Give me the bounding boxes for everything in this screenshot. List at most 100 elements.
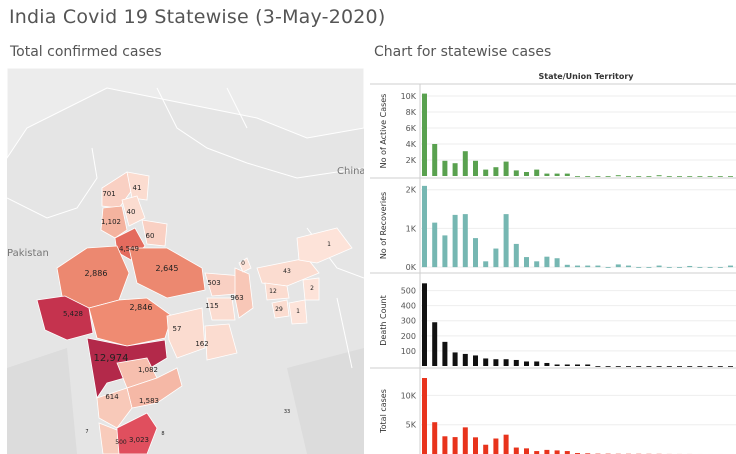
chart-canvas[interactable]: State/Union Territory 10K 8K 6K 4K 2K No of A… xyxy=(370,68,736,454)
bar-1-29[interactable] xyxy=(717,267,723,268)
state-jh[interactable] xyxy=(206,297,236,321)
state-hp[interactable] xyxy=(126,171,150,201)
bar-0-13[interactable] xyxy=(554,173,560,176)
bar-1-3[interactable] xyxy=(452,214,458,268)
bar-2-19[interactable] xyxy=(615,366,621,367)
bar-3-9[interactable] xyxy=(513,447,519,454)
bar-2-28[interactable] xyxy=(707,366,713,367)
bar-2-6[interactable] xyxy=(483,358,489,366)
bar-2-11[interactable] xyxy=(534,361,540,366)
bar-2-10[interactable] xyxy=(524,361,529,366)
bar-2-27[interactable] xyxy=(697,366,703,367)
bar-0-30[interactable] xyxy=(728,176,733,177)
bar-0-16[interactable] xyxy=(585,176,591,177)
bar-1-8[interactable] xyxy=(503,214,509,268)
state-wb[interactable] xyxy=(234,267,254,319)
state-mz[interactable] xyxy=(288,299,308,325)
bar-0-11[interactable] xyxy=(534,169,540,176)
bar-0-19[interactable] xyxy=(615,175,621,177)
bar-1-14[interactable] xyxy=(564,264,570,268)
bar-0-27[interactable] xyxy=(697,176,703,177)
bar-3-3[interactable] xyxy=(452,437,458,454)
bar-0-10[interactable] xyxy=(524,172,529,176)
bar-1-17[interactable] xyxy=(595,265,601,268)
bar-2-29[interactable] xyxy=(717,366,723,367)
bar-3-10[interactable] xyxy=(524,448,529,454)
bar-3-6[interactable] xyxy=(483,444,489,454)
bar-2-15[interactable] xyxy=(575,364,580,366)
bar-2-22[interactable] xyxy=(646,366,652,367)
bar-0-5[interactable] xyxy=(473,160,478,176)
state-gj[interactable] xyxy=(36,295,94,341)
bar-3-12[interactable] xyxy=(544,449,550,454)
state-ar[interactable] xyxy=(296,227,353,264)
bar-1-4[interactable] xyxy=(462,214,468,268)
bar-1-21[interactable] xyxy=(636,267,642,268)
bar-0-17[interactable] xyxy=(595,176,601,177)
bar-0-25[interactable] xyxy=(677,176,682,177)
bar-0-0[interactable] xyxy=(422,93,427,176)
bar-2-2[interactable] xyxy=(442,341,448,366)
bar-1-22[interactable] xyxy=(646,267,652,268)
bar-1-20[interactable] xyxy=(626,265,631,268)
state-cg[interactable] xyxy=(166,307,206,359)
bar-1-25[interactable] xyxy=(677,267,682,268)
bar-2-30[interactable] xyxy=(728,366,733,367)
map-canvas[interactable]: Pakistan China xyxy=(7,68,364,454)
bar-2-17[interactable] xyxy=(595,366,601,367)
bar-3-11[interactable] xyxy=(534,451,540,454)
bar-2-12[interactable] xyxy=(544,362,550,366)
bar-2-20[interactable] xyxy=(626,366,631,367)
bar-1-26[interactable] xyxy=(687,265,693,268)
bar-0-20[interactable] xyxy=(626,176,631,177)
bar-0-24[interactable] xyxy=(666,176,672,177)
bar-2-9[interactable] xyxy=(513,359,519,366)
bar-1-19[interactable] xyxy=(615,264,621,268)
bar-0-26[interactable] xyxy=(687,176,693,177)
bar-2-14[interactable] xyxy=(564,364,570,366)
state-ml[interactable] xyxy=(264,282,290,301)
bar-1-28[interactable] xyxy=(707,267,713,268)
state-kl[interactable] xyxy=(98,422,120,454)
bar-1-0[interactable] xyxy=(422,185,427,268)
bar-3-4[interactable] xyxy=(462,427,468,454)
bar-2-3[interactable] xyxy=(452,352,458,366)
state-tr[interactable] xyxy=(271,299,290,319)
bar-3-8[interactable] xyxy=(503,434,509,454)
state-mn[interactable] xyxy=(302,277,320,301)
state-pb[interactable] xyxy=(100,205,128,239)
bar-1-2[interactable] xyxy=(442,235,448,268)
bar-1-5[interactable] xyxy=(473,238,478,268)
bar-1-7[interactable] xyxy=(493,248,499,268)
bar-1-16[interactable] xyxy=(585,265,591,268)
state-up[interactable] xyxy=(128,247,206,299)
india-map[interactable]: Pakistan China xyxy=(7,68,364,454)
state-od[interactable] xyxy=(204,323,238,361)
bar-0-8[interactable] xyxy=(503,161,509,176)
bar-1-13[interactable] xyxy=(554,258,560,268)
bar-1-10[interactable] xyxy=(524,257,529,268)
bar-2-21[interactable] xyxy=(636,366,642,367)
bar-1-18[interactable] xyxy=(605,267,611,268)
statewise-chart[interactable]: State/Union Territory 10K 8K 6K 4K 2K No of A… xyxy=(370,68,736,454)
bar-1-30[interactable] xyxy=(728,265,733,268)
bar-0-23[interactable] xyxy=(656,175,662,177)
bar-0-29[interactable] xyxy=(717,176,723,177)
bar-2-5[interactable] xyxy=(473,355,478,366)
bar-2-18[interactable] xyxy=(605,366,611,367)
state-ka[interactable] xyxy=(96,387,133,429)
bar-0-15[interactable] xyxy=(575,176,580,177)
bar-2-23[interactable] xyxy=(656,366,662,367)
bar-1-27[interactable] xyxy=(697,267,703,268)
state-uk[interactable] xyxy=(141,219,168,247)
bar-1-15[interactable] xyxy=(575,265,580,268)
bar-1-23[interactable] xyxy=(656,265,662,268)
bar-1-24[interactable] xyxy=(666,267,672,268)
bar-0-18[interactable] xyxy=(605,176,611,177)
bar-1-11[interactable] xyxy=(534,261,540,268)
bar-2-1[interactable] xyxy=(432,322,438,366)
bar-0-28[interactable] xyxy=(707,176,713,177)
bar-0-9[interactable] xyxy=(513,170,519,176)
bar-1-1[interactable] xyxy=(432,222,438,268)
bar-1-6[interactable] xyxy=(483,261,489,268)
